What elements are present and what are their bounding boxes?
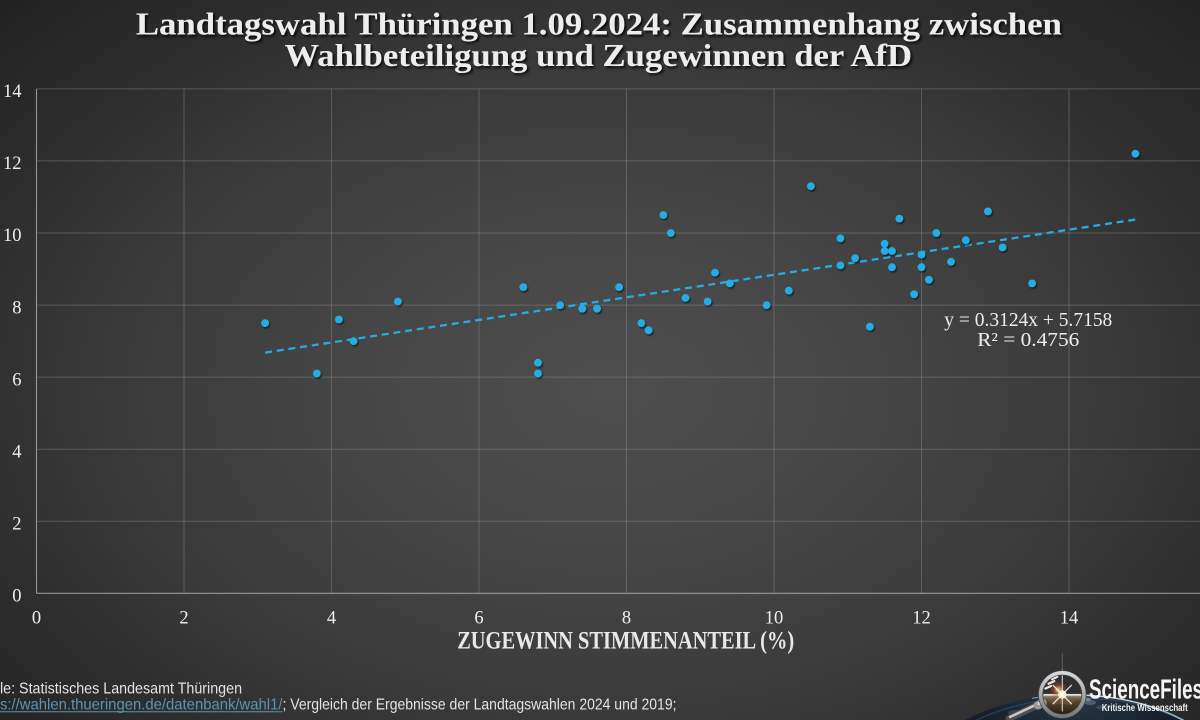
svg-text:Wahlbeteiligung und Zugewinnen: Wahlbeteiligung und Zugewinnen der AfD	[285, 38, 913, 73]
svg-text:12: 12	[3, 154, 22, 174]
svg-text:; Vergleich der Ergebnisse der: ; Vergleich der Ergebnisse der Landtagsw…	[283, 697, 677, 714]
svg-text:0: 0	[32, 609, 41, 629]
svg-text:12: 12	[912, 609, 931, 629]
svg-text:R² = 0.4756: R² = 0.4756	[977, 330, 1079, 351]
svg-text:4: 4	[327, 609, 336, 629]
svg-text:4: 4	[12, 442, 21, 462]
svg-text:ZUGEWINN STIMMENANTEIL (%): ZUGEWINN STIMMENANTEIL (%)	[457, 626, 794, 655]
svg-text:10: 10	[3, 226, 22, 246]
svg-text:Kritische Wissenschaft: Kritische Wissenschaft	[1102, 702, 1188, 714]
svg-text:6: 6	[12, 370, 21, 390]
svg-text:2: 2	[179, 609, 188, 629]
svg-text:6: 6	[474, 609, 483, 629]
svg-text:0: 0	[12, 587, 21, 607]
svg-text:8: 8	[622, 609, 631, 629]
svg-text:8: 8	[12, 298, 21, 318]
svg-text:Quelle: Statistisches Landesam: Quelle: Statistisches Landesamt Thüringe…	[0, 681, 242, 698]
svg-text:Landtagswahl Thüringen 1.09.20: Landtagswahl Thüringen 1.09.2024: Zusamm…	[136, 6, 1062, 41]
svg-text:14: 14	[3, 82, 22, 102]
svg-text:2: 2	[12, 514, 21, 534]
svg-text:y = 0.3124x + 5.7158: y = 0.3124x + 5.7158	[944, 310, 1112, 331]
svg-text:10: 10	[765, 609, 784, 629]
svg-text:https://wahlen.thueringen.de/d: https://wahlen.thueringen.de/datenbank/w…	[0, 697, 283, 714]
svg-text:ScienceFiles: ScienceFiles	[1089, 673, 1200, 704]
svg-text:14: 14	[1060, 609, 1079, 629]
